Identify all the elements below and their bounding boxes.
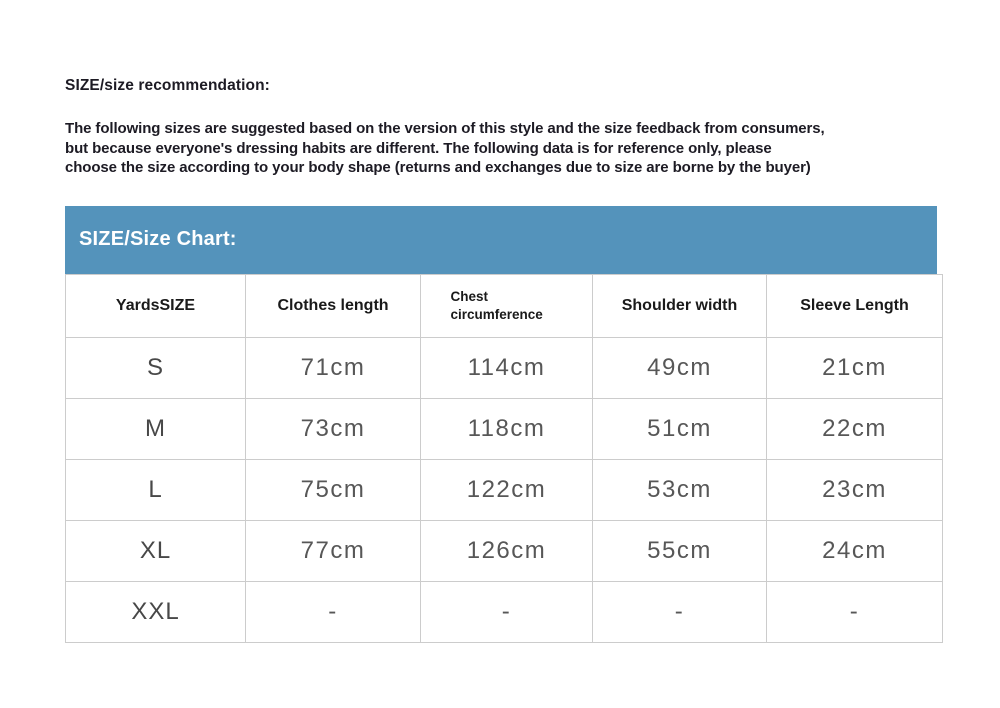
sleeve-length-value: 21cm (766, 336, 943, 399)
size-chart-title: SIZE/Size Chart: (79, 228, 237, 250)
chest-circumference-value: 122cm (420, 458, 593, 521)
chest-circumference-value: 114cm (420, 336, 593, 399)
table-row-l: L 75cm 122cm 53cm 23cm (65, 458, 943, 521)
size-table-head: YardsSIZE Clothes length Chest circumfer… (65, 273, 943, 338)
clothes-length-value: 71cm (245, 336, 421, 399)
intro-paragraph: The following sizes are suggested based … (65, 119, 938, 178)
size-label: M (65, 397, 246, 460)
size-table: YardsSIZE Clothes length Chest circumfer… (65, 273, 943, 643)
size-table-body: S 71cm 114cm 49cm 21cm M 73cm 118cm 51cm… (65, 336, 943, 643)
intro-line: but because everyone's dressing habits a… (65, 139, 772, 157)
size-label: XXL (65, 580, 246, 643)
clothes-length-value: 77cm (245, 519, 421, 582)
column-header-sleeve-length: Sleeve Length (766, 273, 943, 338)
content-area: SIZE/size recommendation: The following … (65, 0, 943, 643)
sleeve-length-value: 23cm (766, 458, 943, 521)
table-row-m: M 73cm 118cm 51cm 22cm (65, 397, 943, 460)
intro-line: choose the size according to your body s… (65, 159, 811, 176)
size-label: L (65, 458, 246, 521)
shoulder-width-value: 53cm (592, 458, 767, 521)
size-chart-header-bar: SIZE/Size Chart: (65, 205, 937, 274)
column-header-shoulder-width: Shoulder width (592, 273, 767, 338)
sleeve-length-value: - (766, 580, 943, 643)
column-header-clothes-length: Clothes length (245, 273, 421, 338)
clothes-length-value: - (245, 580, 421, 643)
shoulder-width-value: 49cm (592, 336, 767, 399)
clothes-length-value: 73cm (245, 397, 421, 460)
header-row: YardsSIZE Clothes length Chest circumfer… (65, 273, 943, 338)
sleeve-length-value: 22cm (766, 397, 943, 460)
size-label: XL (65, 519, 246, 582)
column-header-chest-circumference: Chest circumference (420, 273, 593, 338)
table-row-xxl: XXL - - - - (65, 580, 943, 643)
clothes-length-value: 75cm (245, 458, 421, 521)
size-chart-block: SIZE/Size Chart: YardsSIZE Clothes lengt… (65, 205, 943, 643)
column-header-chest-circumference-text: Chest circumference (450, 288, 543, 322)
table-row-xl: XL 77cm 126cm 55cm 24cm (65, 519, 943, 582)
sleeve-length-value: 24cm (766, 519, 943, 582)
shoulder-width-value: - (592, 580, 767, 643)
shoulder-width-value: 55cm (592, 519, 767, 582)
chest-circumference-value: - (420, 580, 593, 643)
column-header-yards-size: YardsSIZE (65, 273, 246, 338)
shoulder-width-value: 51cm (592, 397, 767, 460)
section-title: SIZE/size recommendation: (65, 77, 270, 94)
chest-circumference-value: 126cm (420, 519, 593, 582)
chest-circumference-value: 118cm (420, 397, 593, 460)
size-label: S (65, 336, 246, 399)
table-row-s: S 71cm 114cm 49cm 21cm (65, 336, 943, 399)
intro-line: The following sizes are suggested based … (65, 120, 825, 137)
